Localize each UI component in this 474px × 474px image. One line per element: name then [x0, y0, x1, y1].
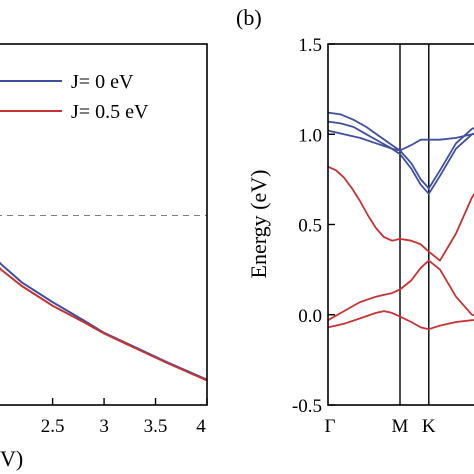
- band-line-2: [327, 129, 474, 152]
- panel-b-frame: [327, 43, 474, 406]
- y-tick-label: 0.5: [298, 216, 322, 237]
- panel-b-y-label: Energy (eV): [246, 170, 271, 279]
- legend-label-j05: J= 0.5 eV: [71, 101, 149, 123]
- panel-b-y-ticks: -0.5 0.0 0.5 1.0 1.5: [292, 35, 335, 417]
- panel-a-series: [0, 261, 208, 382]
- band-line-3: [327, 165, 474, 262]
- legend-label-j0: J= 0 eV: [71, 71, 134, 93]
- y-tick-label: -0.5: [292, 396, 322, 417]
- band-line-5: [327, 310, 474, 331]
- x-tick-label: K: [422, 416, 436, 437]
- panel-a: 2.5 3 3.5 4 V) J= 0 eV J= 0.5 eV: [0, 43, 208, 471]
- legend: J= 0 eV J= 0.5 eV: [0, 71, 149, 123]
- series-line-0: [0, 261, 208, 381]
- x-tick-label: M: [392, 416, 409, 437]
- x-tick-label: 3.5: [144, 416, 168, 437]
- panel-a-x-ticks: 2.5 3 3.5 4: [41, 398, 208, 437]
- band-line-4: [327, 259, 474, 321]
- x-tick-label: 2.5: [41, 416, 65, 437]
- series-line-1: [0, 266, 208, 382]
- panel-b-label: (b): [236, 5, 262, 30]
- band-line-0: [327, 111, 474, 190]
- x-tick-label: 4: [196, 416, 206, 437]
- x-tick-label: Γ: [325, 416, 336, 437]
- y-tick-label: 1.0: [298, 125, 322, 146]
- panel-a-x-label: V): [0, 446, 23, 471]
- panel-a-frame: [0, 43, 208, 406]
- band-structure-series: [327, 111, 474, 331]
- x-tick-label: 3: [99, 416, 109, 437]
- high-symmetry-lines: [399, 44, 430, 405]
- band-line-1: [327, 120, 474, 195]
- y-tick-label: 1.5: [298, 35, 322, 56]
- y-tick-label: 0.0: [298, 306, 322, 327]
